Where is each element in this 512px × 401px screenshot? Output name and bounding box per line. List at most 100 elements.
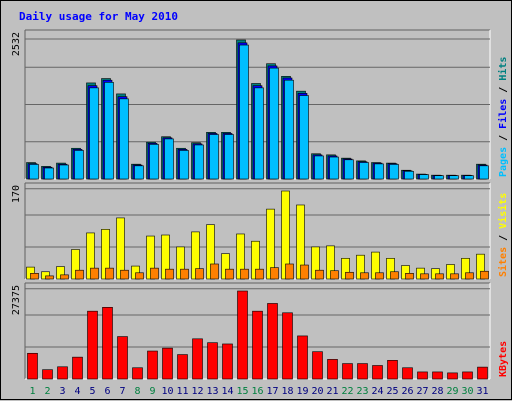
x-tick-day-8: 8 [134,386,140,397]
x-tick-day-2: 2 [44,386,50,397]
bar-pages-day-4 [74,150,84,180]
x-tick-day-28: 28 [431,386,443,397]
bar-pages-day-25 [389,164,399,180]
bar-sites-day-1 [30,273,39,280]
x-tick-day-29: 29 [446,386,458,397]
bar-kbytes-day-27 [417,371,428,380]
bar-pages-day-5 [89,87,99,180]
bar-sites-day-16 [255,268,264,280]
bar-kbytes-day-9 [147,350,158,380]
bar-sites-day-31 [480,270,489,280]
x-tick-day-24: 24 [371,386,383,397]
bar-sites-day-10 [165,268,174,280]
x-tick-day-17: 17 [266,386,278,397]
bar-sites-day-12 [195,268,204,280]
bar-pages-day-10 [164,138,174,180]
bar-pages-day-13 [209,134,219,180]
bar-kbytes-day-2 [42,369,53,380]
x-tick-day-25: 25 [386,386,398,397]
bar-sites-day-18 [285,263,294,280]
bar-sites-day-17 [270,267,279,280]
legend-entry: Sites [497,247,509,277]
bar-pages-day-31 [479,165,489,180]
bar-pages-day-17 [269,67,279,180]
bar-kbytes-day-26 [402,367,413,380]
bar-pages-day-20 [314,155,324,180]
bar-pages-day-15 [239,44,249,180]
bar-kbytes-day-21 [327,359,338,380]
panel-kbytes: 27375 KBytes [11,282,509,380]
bar-pages-day-30 [464,175,474,180]
bar-sites-day-28 [435,273,444,280]
bar-pages-day-9 [149,144,159,180]
bar-kbytes-day-23 [357,363,368,380]
legend-entry: Visits [497,193,509,229]
x-tick-day-5: 5 [89,386,95,397]
bar-sites-day-24 [375,272,384,280]
legend-entry: Files [497,99,509,129]
bar-sites-day-9 [150,267,159,280]
bar-sites-day-19 [300,264,309,280]
bar-kbytes-day-31 [477,366,488,380]
bar-kbytes-day-18 [282,312,293,380]
legend-entry: / [498,129,509,147]
legend: Pages / Files / Hits [497,57,509,177]
x-tick-day-9: 9 [149,386,155,397]
bar-pages-day-21 [329,156,339,180]
bar-pages-day-26 [404,171,414,180]
chart-panels: 2532 Pages / Files / Hits 170 Sites / Visit… [11,29,509,380]
bar-sites-day-30 [465,272,474,280]
bar-kbytes-day-13 [207,342,218,380]
bar-sites-day-6 [105,267,114,280]
bar-sites-day-29 [450,273,459,280]
bar-pages-day-11 [179,150,189,180]
chart-title: Daily usage for May 2010 [19,10,178,23]
y-max-label: 27375 [11,285,22,315]
bar-sites-day-25 [390,271,399,280]
x-tick-day-6: 6 [104,386,110,397]
bar-pages-day-22 [344,159,354,180]
bar-sites-day-11 [180,268,189,280]
bar-kbytes-day-6 [102,307,113,380]
bar-kbytes-day-8 [132,367,143,380]
bar-kbytes-day-3 [57,366,68,380]
x-tick-day-10: 10 [161,386,173,397]
bar-kbytes-day-14 [222,343,233,380]
bar-kbytes-day-19 [297,335,308,380]
x-tick-day-21: 21 [326,386,338,397]
legend-entry: Hits [497,57,509,81]
bar-kbytes-day-4 [72,356,83,380]
bar-sites-day-2 [45,275,54,280]
x-tick-day-18: 18 [281,386,293,397]
x-tick-day-12: 12 [191,386,203,397]
bar-pages-day-7 [119,98,129,180]
bar-pages-day-8 [134,165,144,180]
bar-pages-day-14 [224,134,234,180]
y-max-label: 2532 [11,32,22,56]
bar-sites-day-20 [315,269,324,280]
bar-kbytes-day-24 [372,365,383,380]
legend-entry: / [498,81,509,99]
x-tick-day-16: 16 [251,386,263,397]
x-tick-day-26: 26 [401,386,413,397]
y-max-label: 170 [11,185,22,203]
bar-pages-day-16 [254,87,264,180]
bar-kbytes-day-7 [117,336,128,380]
x-tick-day-14: 14 [221,386,233,397]
bar-sites-day-13 [210,263,219,280]
bar-pages-day-1 [29,164,39,180]
bar-pages-day-27 [419,174,429,180]
bar-pages-day-3 [59,164,69,180]
bar-pages-day-18 [284,79,294,180]
x-tick-day-3: 3 [59,386,65,397]
bar-sites-day-7 [120,269,129,280]
bar-sites-day-14 [225,268,234,280]
bar-pages-day-28 [434,175,444,180]
bar-kbytes-day-12 [192,338,203,380]
x-tick-day-27: 27 [416,386,428,397]
bar-sites-day-8 [135,272,144,280]
x-tick-day-7: 7 [119,386,125,397]
bar-sites-day-21 [330,270,339,280]
x-tick-day-1: 1 [29,386,35,397]
